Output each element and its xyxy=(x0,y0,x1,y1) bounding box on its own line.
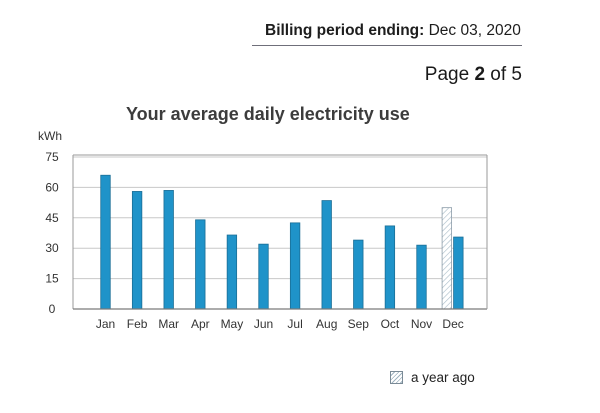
bars xyxy=(100,174,464,310)
bar-apr xyxy=(195,219,206,310)
y-tick-label: 75 xyxy=(45,150,59,164)
bar-aug xyxy=(321,200,332,310)
bar-may xyxy=(226,234,238,310)
x-tick-label: Aug xyxy=(316,317,337,331)
bar-prior-year-dec xyxy=(441,207,453,310)
bar-dec xyxy=(453,236,464,310)
bar-feb xyxy=(131,191,143,310)
bar-oct xyxy=(384,225,396,310)
x-tick-label: Feb xyxy=(127,317,148,331)
page-indicator: Page 2 of 5 xyxy=(425,64,522,86)
bar-mar xyxy=(163,190,174,310)
page-total: of 5 xyxy=(490,64,522,85)
y-axis-label: kWh xyxy=(38,129,62,143)
x-tick-labels: Jan Feb Mar Apr May Jun Jul Aug Sep Oct Nov Dec xyxy=(96,317,464,331)
billing-period-date: Dec 03, 2020 xyxy=(428,22,521,39)
bar-jun xyxy=(258,243,269,310)
x-tick-label: Oct xyxy=(381,317,400,331)
legend-label-prior-year: a year ago xyxy=(411,370,475,385)
x-tick-label: Jan xyxy=(96,317,115,331)
billing-period: Billing period ending: Dec 03, 2020 xyxy=(265,22,521,40)
y-tick-label: 15 xyxy=(45,272,59,286)
y-tick-label: 0 xyxy=(49,302,56,316)
plot-frame xyxy=(72,154,488,310)
page-current: 2 xyxy=(474,64,486,85)
x-tick-label: Jun xyxy=(254,317,273,331)
bar-jan xyxy=(100,174,111,310)
x-tick-label: Sep xyxy=(348,317,370,331)
legend: a year ago xyxy=(390,370,475,385)
x-tick-label: Jul xyxy=(287,317,302,331)
billing-period-label: Billing period ending: xyxy=(265,22,425,39)
legend-swatch-hatched xyxy=(390,371,403,384)
y-tick-label: 30 xyxy=(45,241,59,255)
page-prefix: Page xyxy=(424,64,470,85)
x-tick-label: Nov xyxy=(411,317,432,331)
x-tick-label: May xyxy=(221,317,244,331)
x-tick-label: Apr xyxy=(191,317,210,331)
y-tick-labels: 0 15 30 45 60 75 xyxy=(45,150,59,316)
bar-sep xyxy=(353,239,364,310)
y-tick-label: 60 xyxy=(45,180,59,194)
bar-jul xyxy=(289,222,301,310)
x-tick-label: Mar xyxy=(158,317,179,331)
y-tick-label: 45 xyxy=(45,211,59,225)
bar-nov xyxy=(416,244,427,310)
header-divider xyxy=(252,45,522,46)
chart-title: Your average daily electricity use xyxy=(126,104,410,124)
x-tick-label: Dec xyxy=(442,317,463,331)
